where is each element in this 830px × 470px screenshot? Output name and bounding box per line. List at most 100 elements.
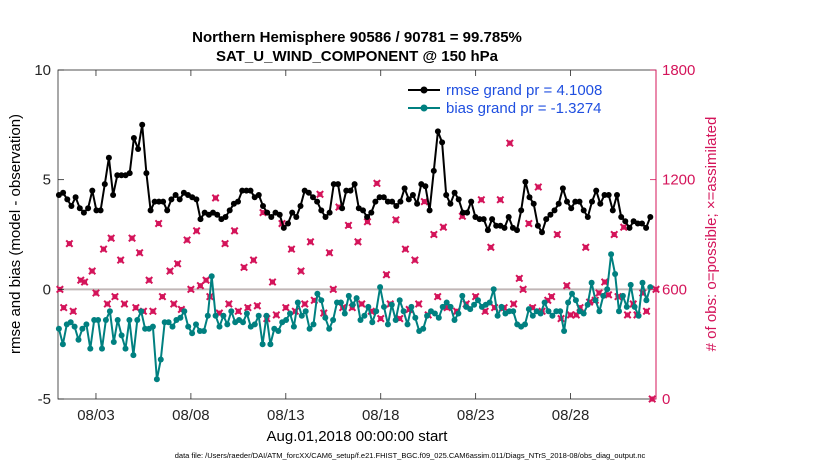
obs-assimilated-marker	[329, 285, 338, 294]
bias-point	[118, 332, 125, 339]
obs-assimilated-marker	[183, 236, 191, 244]
legend-rmse-marker	[420, 86, 428, 94]
rmse-point	[243, 187, 250, 194]
obs-assimilated-marker	[553, 230, 562, 239]
obs-assimilated-marker	[107, 234, 116, 243]
bias-point	[208, 273, 215, 280]
rmse-point	[609, 207, 616, 214]
obs-possible-marker	[302, 301, 308, 307]
rmse-point	[147, 207, 154, 214]
rmse-point	[455, 196, 462, 203]
rmse-point	[322, 214, 329, 220]
obs-possible-marker	[298, 268, 304, 274]
bias-point	[341, 310, 348, 317]
bias-point	[79, 325, 86, 332]
rmse-point	[409, 192, 416, 198]
obs-possible-marker	[197, 283, 203, 289]
rmse-point	[626, 224, 633, 231]
obs-possible-marker	[412, 257, 418, 263]
rmse-point	[584, 214, 591, 220]
rmse-point	[376, 194, 383, 201]
obs-assimilated-marker	[80, 278, 89, 286]
bias-point	[267, 341, 274, 348]
obs-assimilated-marker	[268, 278, 277, 286]
rmse-point	[76, 205, 83, 212]
obs-assimilated-marker	[192, 226, 201, 235]
obs-assimilated-marker	[272, 311, 281, 319]
rmse-point	[222, 214, 229, 220]
obs-assimilated-marker	[604, 290, 613, 299]
obs-possible-marker	[118, 257, 124, 263]
obs-assimilated-marker	[439, 223, 448, 232]
obs-possible-marker	[596, 290, 602, 296]
bias-point	[298, 312, 305, 319]
bias-point	[549, 312, 556, 319]
obs-possible-marker	[269, 279, 276, 285]
rmse-point	[522, 178, 529, 185]
obs-possible-marker	[567, 312, 574, 318]
obs-assimilated-marker	[88, 267, 97, 275]
rmse-point	[605, 192, 612, 198]
bias-point	[102, 317, 109, 323]
plot-area	[57, 69, 657, 400]
bias-point	[263, 312, 270, 319]
obs-assimilated-marker	[131, 303, 140, 312]
obs-assimilated-marker	[103, 300, 112, 308]
bias-point	[349, 301, 356, 308]
rmse-point	[514, 227, 520, 234]
bias-point	[451, 317, 458, 323]
bias-point	[204, 312, 211, 319]
obs-possible-marker	[317, 191, 323, 197]
rmse-point	[118, 172, 125, 179]
rmse-point	[151, 198, 158, 205]
bias-point	[110, 339, 117, 345]
bias-point	[431, 310, 438, 317]
obs-assimilated-marker	[116, 256, 125, 264]
rmse-point	[168, 196, 175, 203]
bias-point	[189, 330, 196, 337]
legend-rmse-label: rmse grand pr = 4.1008	[446, 82, 602, 99]
bias-point	[330, 317, 337, 323]
bias-point	[212, 312, 219, 319]
bias-point	[322, 314, 329, 321]
x-axis-label: Aug.01,2018 00:00:00 start	[267, 428, 449, 445]
bias-point	[83, 321, 90, 328]
x-tick-label: 08/08	[172, 407, 210, 424]
rmse-point	[464, 209, 471, 216]
bias-point	[494, 312, 501, 319]
bias-point	[459, 292, 466, 299]
obs-possible-marker	[235, 308, 241, 314]
obs-possible-marker	[535, 184, 541, 190]
obs-assimilated-marker	[69, 307, 78, 316]
obs-possible-marker	[231, 228, 238, 234]
bias-point	[99, 345, 105, 352]
bias-point	[490, 286, 497, 293]
obs-possible-marker	[431, 231, 437, 238]
bias-point	[361, 312, 368, 319]
bias-point	[200, 328, 207, 334]
rmse-point	[397, 198, 404, 205]
obs-assimilated-marker	[135, 248, 144, 257]
bias-point	[243, 310, 250, 317]
bias-point	[228, 308, 235, 315]
bias-point	[600, 292, 607, 299]
obs-possible-marker	[212, 195, 219, 201]
obs-assimilated-marker	[623, 311, 632, 319]
bias-point	[106, 308, 113, 315]
bias-point	[181, 308, 188, 315]
rmse-point	[276, 211, 283, 218]
bias-point	[408, 303, 415, 310]
obs-assimilated-marker	[509, 300, 518, 308]
obs-assimilated-marker	[65, 239, 74, 248]
obs-possible-marker	[488, 244, 494, 250]
obs-assimilated-marker	[230, 226, 239, 235]
bias-point	[345, 292, 352, 299]
rmse-point	[305, 189, 312, 196]
rmse-point	[459, 209, 466, 216]
chart-title: Northern Hemisphere 90586 / 90781 = 99.7…	[192, 29, 522, 46]
obs-assimilated-marker	[382, 270, 391, 279]
obs-assimilated-marker	[287, 245, 296, 254]
obs-assimilated-marker	[145, 276, 154, 285]
obs-assimilated-marker	[300, 300, 309, 308]
obs-assimilated-marker	[249, 256, 258, 264]
